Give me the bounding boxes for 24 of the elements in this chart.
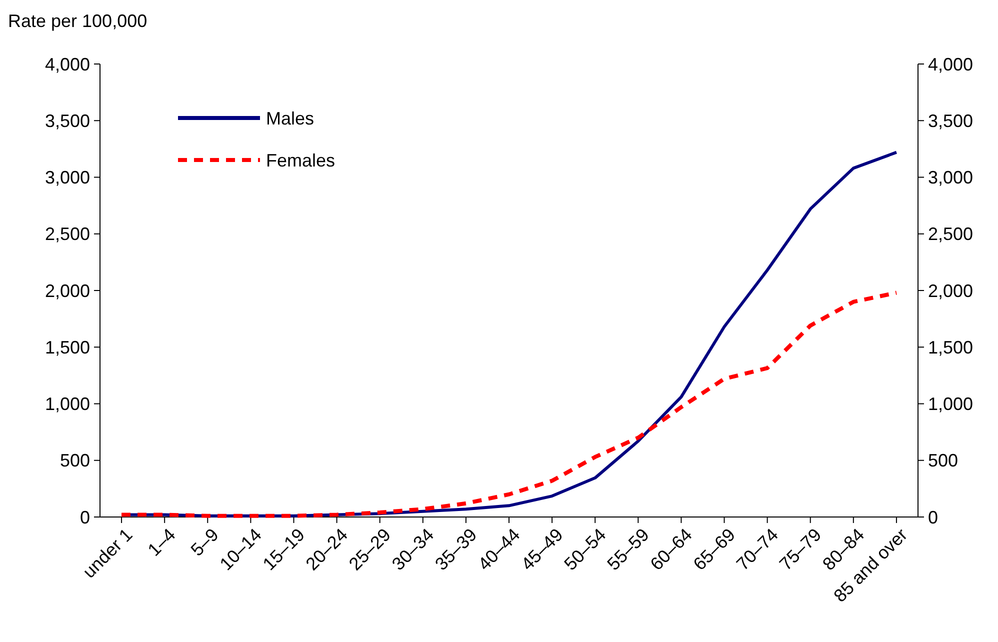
y2-tick-label: 0	[928, 507, 938, 528]
y-tick-label: 500	[60, 450, 90, 471]
y2-tick-label: 4,000	[928, 54, 974, 74]
y-axis-title: Rate per 100,000	[8, 11, 148, 31]
y2-tick-label: 2,500	[928, 224, 974, 244]
y-tick-label: 0	[80, 507, 90, 528]
y2-tick-label: 2,000	[928, 280, 974, 301]
y-tick-label: 2,500	[44, 224, 90, 244]
y-tick-label: 2,000	[44, 280, 90, 301]
line-series	[120, 290, 898, 518]
y2-tick-label: 3,500	[928, 110, 974, 131]
y2-tick-label: 1,000	[928, 394, 974, 414]
legend-label: Females	[266, 150, 336, 170]
legend-label: Males	[266, 108, 314, 128]
y-tick-label: 1,500	[44, 337, 90, 358]
y-tick-label: 3,000	[44, 168, 90, 188]
y-tick-label: 1,000	[44, 394, 90, 414]
y-tick-label: 3,500	[44, 110, 90, 131]
y2-tick-label: 1,500	[928, 337, 974, 358]
x-tick-label: 1–4	[144, 524, 180, 560]
y-tick-label: 4,000	[44, 54, 90, 74]
y2-tick-label: 500	[928, 450, 958, 471]
x-tick-label: 5–9	[186, 524, 222, 560]
y2-tick-label: 3,000	[928, 168, 974, 188]
